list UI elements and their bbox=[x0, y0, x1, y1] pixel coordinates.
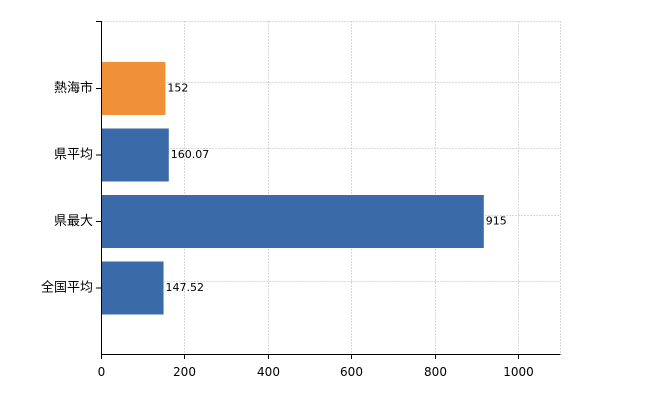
grid bbox=[101, 21, 561, 354]
category-label: 熱海市 bbox=[54, 80, 93, 96]
data-label: 160.07 bbox=[171, 148, 210, 161]
bar bbox=[102, 195, 484, 248]
axes bbox=[101, 21, 561, 355]
bars bbox=[102, 62, 484, 315]
category-label: 県最大 bbox=[54, 214, 93, 229]
x-tick-label: 800 bbox=[424, 365, 447, 379]
category-label: 全国平均 bbox=[41, 280, 93, 296]
labels: 152 熱海市 160.07 県平均 915 県最大 147.52 全国平均 0 200 400 60… bbox=[41, 21, 534, 379]
data-label: 152 bbox=[167, 82, 188, 95]
data-label: 147.52 bbox=[166, 281, 205, 294]
bar bbox=[102, 261, 164, 315]
x-tick-label: 1000 bbox=[503, 365, 534, 379]
x-tick-label: 600 bbox=[340, 365, 363, 379]
x-tick-label: 200 bbox=[173, 365, 196, 379]
bar bbox=[102, 128, 169, 182]
bar bbox=[102, 62, 166, 115]
category-label: 県平均 bbox=[54, 148, 93, 163]
data-label: 915 bbox=[486, 215, 507, 228]
x-tick-label: 400 bbox=[257, 365, 280, 379]
x-tick-label: 0 bbox=[98, 365, 106, 379]
